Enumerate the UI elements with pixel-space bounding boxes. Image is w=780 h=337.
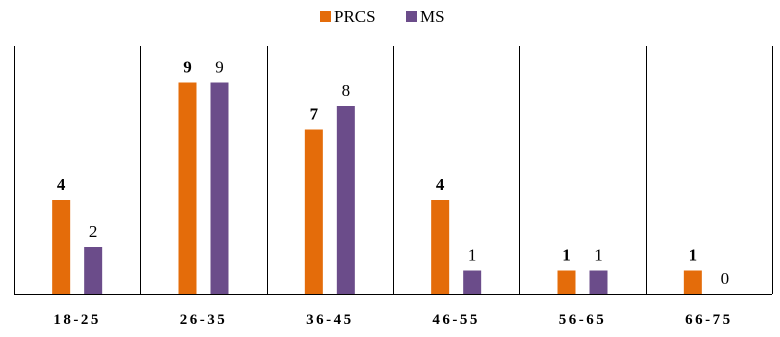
legend-label-ms: MS — [420, 7, 445, 26]
data-label-prcs-46-55: 4 — [436, 175, 445, 194]
bar-prcs-46-55 — [431, 200, 450, 294]
x-tick-label: 66-75 — [685, 312, 733, 328]
x-tick-label: 26-35 — [180, 312, 228, 328]
bar-prcs-66-75 — [683, 270, 702, 294]
bar-ms-36-45 — [336, 106, 355, 294]
bar-prcs-26-35 — [178, 82, 197, 294]
bar-prcs-36-45 — [304, 129, 323, 294]
legend-label-prcs: PRCS — [334, 7, 376, 26]
bars — [52, 82, 702, 294]
category-dividers — [14, 46, 773, 295]
bar-ms-46-55 — [463, 270, 482, 294]
data-label-prcs-26-35: 9 — [183, 58, 192, 77]
x-tick-label: 18-25 — [53, 312, 101, 328]
data-labels: 4 2 9 9 7 8 4 1 1 1 1 0 — [57, 58, 729, 289]
x-tick-label: 46-55 — [432, 312, 480, 328]
bar-ms-18-25 — [84, 247, 103, 294]
data-label-prcs-36-45: 7 — [310, 105, 319, 124]
data-label-prcs-18-25: 4 — [57, 175, 66, 194]
data-label-ms-18-25: 2 — [89, 222, 98, 241]
bar-prcs-18-25 — [52, 200, 71, 294]
legend-swatch-prcs — [320, 11, 331, 22]
data-label-ms-66-75: 0 — [721, 269, 730, 288]
legend-swatch-ms — [406, 11, 417, 22]
legend: PRCS MS — [320, 7, 445, 26]
data-label-ms-56-65: 1 — [594, 246, 603, 265]
bar-ms-56-65 — [589, 270, 608, 294]
data-label-ms-36-45: 8 — [342, 81, 351, 100]
bar-prcs-56-65 — [557, 270, 576, 294]
x-tick-label: 36-45 — [306, 312, 354, 328]
data-label-ms-26-35: 9 — [215, 58, 224, 77]
data-label-prcs-66-75: 1 — [689, 246, 698, 265]
x-axis: 18-25 26-35 36-45 46-55 56-65 66-75 — [53, 312, 733, 328]
x-tick-label: 56-65 — [559, 312, 607, 328]
data-label-prcs-56-65: 1 — [562, 246, 571, 265]
data-label-ms-46-55: 1 — [468, 246, 477, 265]
bar-ms-26-35 — [210, 82, 229, 294]
